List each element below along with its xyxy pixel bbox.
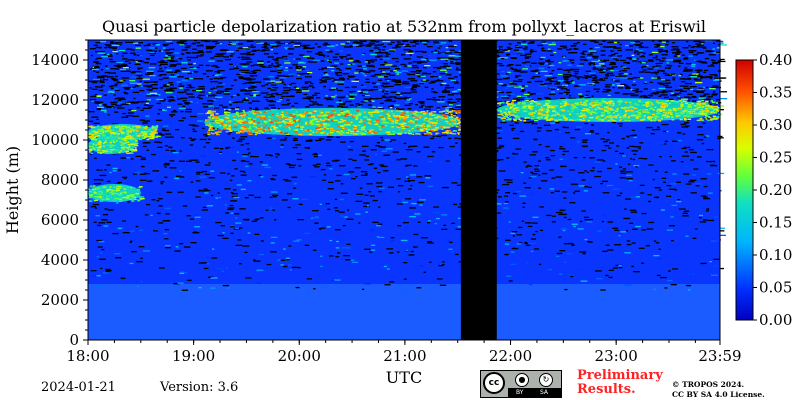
- attribution-icon: ●: [515, 373, 529, 387]
- badge-sa-label: SA: [540, 389, 549, 396]
- colorbar-ticks: 0.00 0.05 0.10 0.15 0.20 0.25 0.30 0.35 0.40: [753, 51, 792, 329]
- y-tick-label: 4000: [41, 251, 79, 269]
- y-tick-label: 14000: [31, 51, 79, 69]
- copyright-notice: © TROPOS 2024. CC BY SA 4.0 License.: [672, 380, 765, 400]
- preliminary-line-1: Preliminary: [577, 368, 663, 383]
- colorbar-tick-label: 0.25: [759, 149, 792, 167]
- x-tick-label: 20:00: [278, 347, 321, 365]
- copyright-line-1: © TROPOS 2024.: [672, 380, 745, 389]
- cc-license-badge[interactable]: cc ● ↻ BY SA: [480, 370, 562, 398]
- y-tick-label: 2000: [41, 291, 79, 309]
- preliminary-line-2: Results.: [577, 382, 636, 397]
- colorbar-tick-label: 0.35: [759, 84, 792, 102]
- badge-by-label: BY: [516, 389, 524, 396]
- chart-title: Quasi particle depolarization ratio at 5…: [102, 17, 706, 36]
- colorbar-tick-label: 0.10: [759, 246, 792, 264]
- y-tick-label: 0: [69, 331, 79, 349]
- no-data-gap: [460, 40, 497, 340]
- colorbar-tick-label: 0.15: [759, 214, 792, 232]
- y-tick-label: 10000: [31, 131, 79, 149]
- x-axis: 18:00 19:00 20:00 21:00 22:00 23:00 23:59: [66, 340, 742, 365]
- colorbar-tick-label: 0.40: [759, 51, 792, 69]
- x-tick-label: 22:00: [489, 347, 532, 365]
- license-strip: BY SA: [508, 388, 561, 397]
- colorbar-tick-label: 0.00: [759, 311, 792, 329]
- colorbar: 0.00 0.05 0.10 0.15 0.20 0.25 0.30 0.35 0.40: [735, 51, 792, 329]
- boundary-layer-band: [88, 284, 720, 340]
- colorbar-tick-label: 0.05: [759, 279, 792, 297]
- y-tick-label: 8000: [41, 171, 79, 189]
- share-alike-icon: ↻: [539, 373, 553, 387]
- plot-area: [87, 39, 728, 341]
- colorbar-tick-label: 0.30: [759, 116, 792, 134]
- colorbar-scale: [735, 59, 754, 321]
- y-tick-label: 6000: [41, 211, 79, 229]
- y-axis: 0 2000 4000 6000 8000 10000 12000 14000: [31, 39, 88, 349]
- y-axis-label: Height (m): [3, 146, 22, 234]
- x-axis-label: UTC: [386, 368, 422, 387]
- x-tick-label: 18:00: [66, 347, 109, 365]
- cloud-features: [88, 98, 725, 202]
- x-tick-label: 23:59: [698, 347, 741, 365]
- x-tick-label: 19:00: [172, 347, 215, 365]
- x-tick-label: 23:00: [595, 347, 638, 365]
- creative-commons-icon: cc: [483, 372, 505, 394]
- copyright-line-2: CC BY SA 4.0 License.: [672, 390, 765, 399]
- colorbar-tick-label: 0.20: [759, 181, 792, 199]
- x-tick-label: 21:00: [383, 347, 426, 365]
- date-label: 2024-01-21: [41, 380, 116, 395]
- heatmap-layer: [88, 40, 728, 340]
- preliminary-notice: Preliminary Results.: [577, 369, 663, 397]
- version-label: Version: 3.6: [160, 380, 239, 395]
- y-tick-label: 12000: [31, 91, 79, 109]
